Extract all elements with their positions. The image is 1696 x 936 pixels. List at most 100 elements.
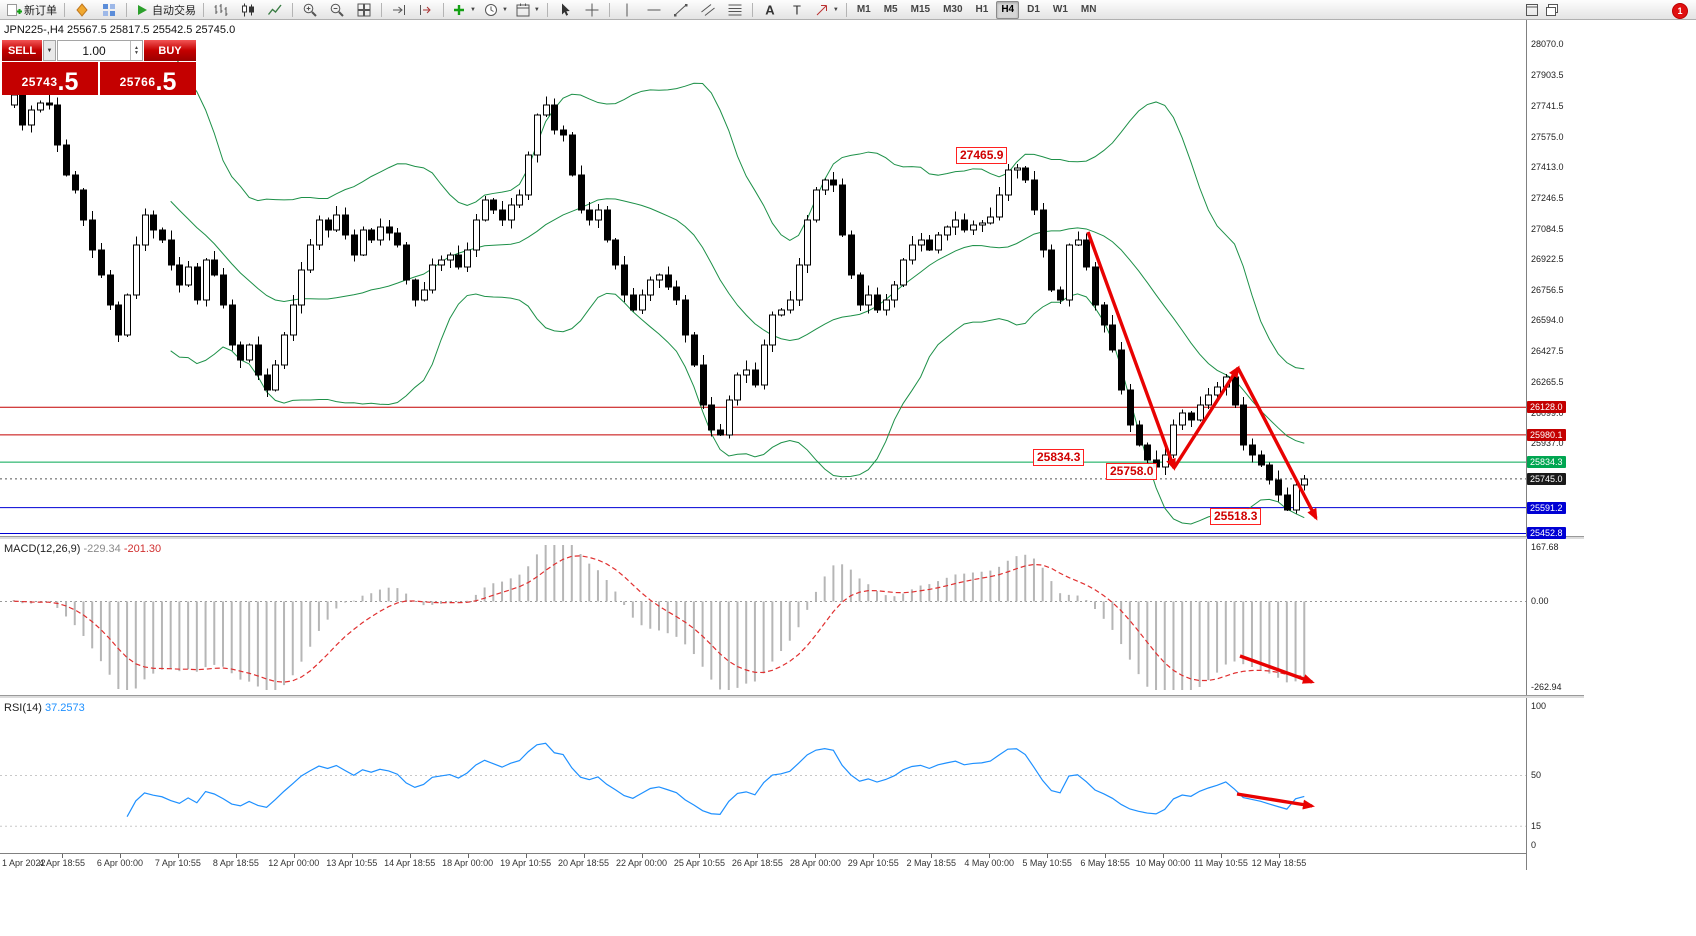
price-callout[interactable]: 27465.9: [956, 147, 1008, 164]
cascade-windows-icon[interactable]: [1544, 2, 1560, 18]
trend-icon: [673, 3, 688, 16]
zoom-in-button[interactable]: [297, 0, 323, 20]
candles-icon: [242, 3, 254, 16]
volume-field[interactable]: 1.00 ▲ ▼: [57, 40, 143, 61]
cursor-button[interactable]: [552, 0, 578, 20]
gridblue-icon: [103, 3, 115, 16]
spinner-up-icon[interactable]: ▲: [134, 44, 139, 51]
rsi-value: 37.2573: [44, 702, 85, 714]
price-axis-label: 26756.5: [1531, 284, 1564, 295]
toolbar-separator: [64, 2, 65, 17]
toolbar-separator: [126, 2, 127, 17]
volume-spinner[interactable]: ▲ ▼: [130, 41, 142, 60]
price-callout[interactable]: 25518.3: [1210, 508, 1262, 525]
candlestick-chart-button[interactable]: [235, 0, 261, 20]
horizontal-line-button[interactable]: [641, 0, 667, 20]
price-chart-canvas[interactable]: [0, 20, 1526, 536]
market-watch-button[interactable]: [96, 0, 122, 20]
autotrading-button[interactable]: 自动交易: [131, 0, 199, 20]
linechart-icon: [267, 4, 282, 15]
volume-value[interactable]: 1.00: [82, 43, 106, 58]
rsi-panel-canvas[interactable]: [0, 699, 1526, 853]
chevron-down-icon: ▼: [501, 6, 508, 13]
buy-button[interactable]: BUY: [144, 40, 196, 61]
macd-panel-canvas[interactable]: [0, 540, 1526, 695]
panel-separator[interactable]: [0, 695, 1584, 698]
timeframe-mn-button[interactable]: MN: [1080, 3, 1097, 15]
neworder-icon: [7, 3, 22, 16]
rsi-scale-50: 50: [1531, 770, 1542, 780]
buy-price-frac: .5: [155, 68, 177, 96]
arrows-button[interactable]: ▼: [811, 0, 842, 20]
line-chart-button[interactable]: [262, 0, 288, 20]
price-callout[interactable]: 25834.3: [1033, 449, 1085, 466]
toolbar-button-label: 自动交易: [152, 4, 196, 17]
time-axis-label: 1 Apr 2022: [2, 858, 46, 868]
toolbar-separator: [203, 2, 204, 17]
zoom-out-button[interactable]: [324, 0, 350, 20]
diamond-icon: [76, 2, 88, 17]
timeframe-h1-button[interactable]: H1: [975, 3, 989, 15]
label-button[interactable]: T: [784, 0, 810, 20]
spinner-down-icon[interactable]: ▼: [134, 49, 139, 56]
timeframe-m30-button[interactable]: M30: [943, 3, 963, 15]
maximize-icon[interactable]: [1524, 2, 1540, 18]
auto-scroll-button[interactable]: [386, 0, 412, 20]
time-axis-label: 11 May 10:55: [1194, 858, 1248, 868]
macd-signal-value: -201.30: [123, 543, 162, 555]
price-axis-label: 26594.0: [1531, 315, 1564, 326]
textA-icon: A: [765, 2, 775, 17]
trendline-button[interactable]: [668, 0, 694, 20]
chart-shift-button[interactable]: [413, 0, 439, 20]
macd-scale-bottom: -262.94: [1531, 682, 1562, 692]
period-button[interactable]: ▼: [480, 0, 511, 20]
time-axis-tick: [1105, 854, 1107, 858]
time-axis-tick: [525, 854, 527, 858]
notification-badge[interactable]: 1: [1672, 3, 1688, 19]
price-axis-marker: 25745.0: [1527, 472, 1566, 485]
zoomout-icon: [330, 3, 344, 17]
price-axis-label: 26427.5: [1531, 346, 1564, 357]
time-axis-tick: [931, 854, 933, 858]
buy-price[interactable]: 25766.5: [100, 62, 196, 95]
template-button[interactable]: ▼: [512, 0, 543, 20]
play-icon: [138, 4, 147, 15]
new-order-button[interactable]: 新订单: [3, 0, 60, 20]
add-indicator-button[interactable]: ▼: [448, 0, 479, 20]
price-axis[interactable]: 167.68 0.00 -262.94 100 50 15 0 28070.0 2…: [1527, 0, 1585, 936]
favorites-button[interactable]: [69, 0, 95, 20]
order-type-dropdown[interactable]: ▼: [43, 40, 56, 61]
panel-separator[interactable]: [0, 536, 1584, 539]
chevron-down-icon: ▼: [533, 6, 540, 13]
sell-price[interactable]: 25743.5: [2, 62, 98, 95]
rsi-scale-0: 0: [1531, 840, 1537, 850]
price-axis-label: 26265.5: [1531, 376, 1564, 387]
text-button[interactable]: A: [757, 0, 783, 20]
time-axis-label: 22 Apr 00:00: [615, 858, 668, 868]
time-axis[interactable]: 1 Apr 2022 4 Apr 18:55 6 Apr 00:00 7 Apr 10…: [0, 853, 1527, 872]
timeframe-m5-button[interactable]: M5: [883, 3, 898, 15]
timeframe-m1-button[interactable]: M1: [856, 3, 871, 15]
macd-scale-top: 167.68: [1531, 542, 1559, 552]
time-axis-label: 12 Apr 00:00: [268, 858, 320, 868]
channel-button[interactable]: [695, 0, 721, 20]
tile-windows-button[interactable]: [351, 0, 377, 20]
bar-chart-button[interactable]: [208, 0, 234, 20]
sell-button[interactable]: SELL: [2, 40, 42, 61]
price-callout[interactable]: 25758.0: [1106, 463, 1158, 480]
time-axis-tick: [1047, 854, 1049, 858]
rsi-scale-15: 15: [1531, 821, 1542, 831]
timeframe-w1-button[interactable]: W1: [1052, 3, 1068, 15]
timeframe-m15-button[interactable]: M15: [910, 3, 931, 15]
vertical-line-button[interactable]: [614, 0, 640, 20]
timeframe-h4-button[interactable]: H4: [996, 0, 1020, 19]
channel-icon: [701, 3, 715, 16]
chevron-down-icon: ▼: [46, 47, 53, 54]
one-click-trading-panel: SELL ▼ 1.00 ▲ ▼ BUY 25743.5 25766.5: [2, 40, 196, 95]
price-axis-label: 27246.5: [1531, 193, 1564, 204]
crosshair-button[interactable]: [579, 0, 605, 20]
price-axis-marker: 25591.2: [1527, 501, 1566, 514]
price-axis-marker: 25834.3: [1527, 456, 1566, 469]
fibonacci-button[interactable]: [722, 0, 748, 20]
timeframe-d1-button[interactable]: D1: [1027, 3, 1040, 15]
